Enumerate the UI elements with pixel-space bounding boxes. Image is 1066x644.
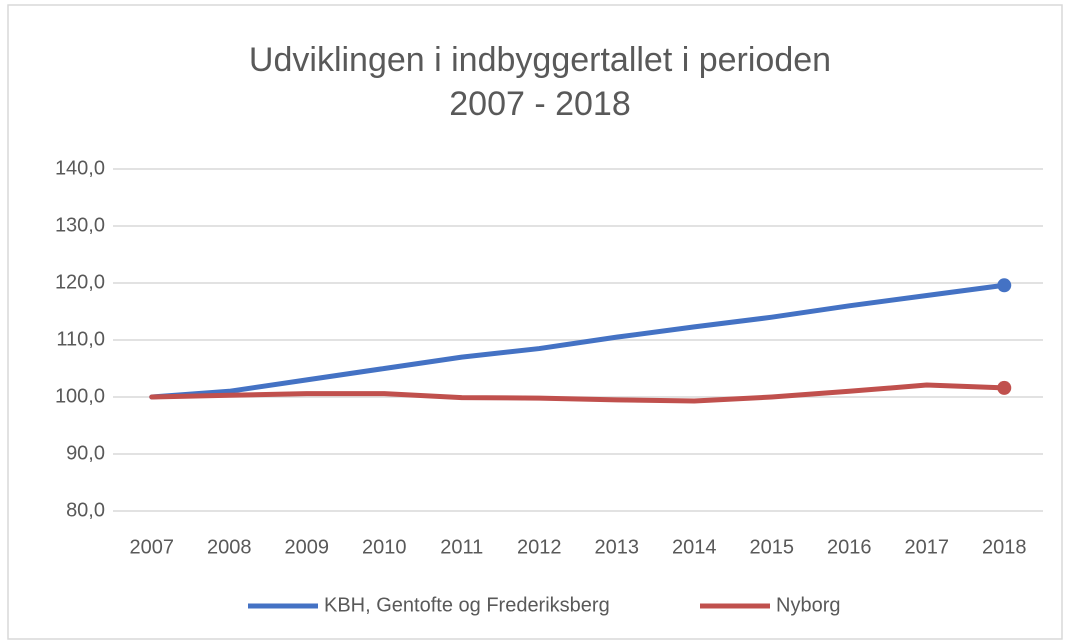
y-tick-label: 110,0 (56, 328, 105, 350)
legend-label: Nyborg (776, 594, 840, 616)
x-tick-label: 2014 (672, 536, 717, 558)
chart-title: 2007 - 2018 (449, 85, 631, 123)
x-tick-label: 2010 (362, 536, 407, 558)
end-marker (997, 380, 1012, 395)
series-line (149, 282, 1007, 400)
x-tick-label: 2011 (440, 536, 483, 558)
x-tick-label: 2015 (750, 536, 795, 558)
x-tick-label: 2008 (207, 536, 252, 558)
x-tick-label: 2012 (517, 536, 562, 558)
chart-title: Udviklingen i indbyggertallet i perioden (249, 41, 831, 79)
legend-label: KBH, Gentofte og Frederiksberg (324, 594, 610, 616)
y-tick-label: 120,0 (55, 271, 105, 293)
y-tick-label: 130,0 (55, 214, 105, 236)
y-tick-label: 100,0 (55, 385, 105, 407)
y-tick-label: 80,0 (66, 499, 105, 521)
x-tick-label: 2007 (130, 536, 175, 558)
x-tick-label: 2013 (595, 536, 640, 558)
x-tick-label: 2018 (982, 536, 1027, 558)
chart-border (7, 4, 1063, 640)
x-tick-label: 2016 (827, 536, 872, 558)
series-line (149, 382, 1007, 404)
y-tick-label: 90,0 (66, 442, 105, 464)
x-tick-label: 2017 (905, 536, 950, 558)
end-marker (997, 278, 1012, 293)
x-tick-label: 2009 (285, 536, 330, 558)
y-tick-label: 140,0 (55, 157, 105, 179)
